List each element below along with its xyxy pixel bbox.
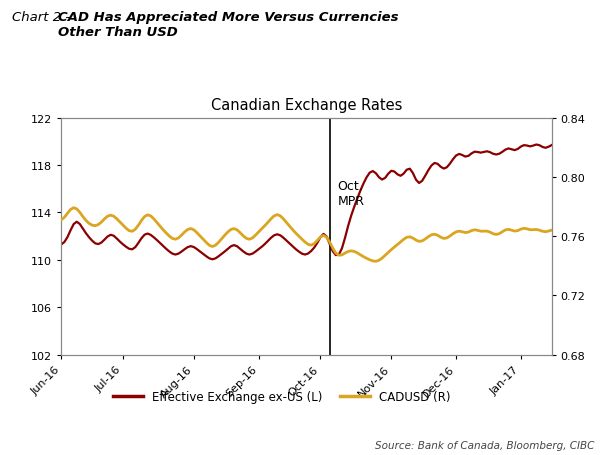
Text: Chart 2 -: Chart 2 -: [12, 11, 75, 25]
Text: Oct.
MPR: Oct. MPR: [337, 180, 364, 208]
Text: Source: Bank of Canada, Bloomberg, CIBC: Source: Bank of Canada, Bloomberg, CIBC: [375, 440, 595, 450]
Text: CAD Has Appreciated More Versus Currencies
Other Than USD: CAD Has Appreciated More Versus Currenci…: [58, 11, 398, 39]
Legend: Effective Exchange ex-US (L), CADUSD (R): Effective Exchange ex-US (L), CADUSD (R): [113, 391, 451, 404]
Title: Canadian Exchange Rates: Canadian Exchange Rates: [211, 98, 402, 113]
